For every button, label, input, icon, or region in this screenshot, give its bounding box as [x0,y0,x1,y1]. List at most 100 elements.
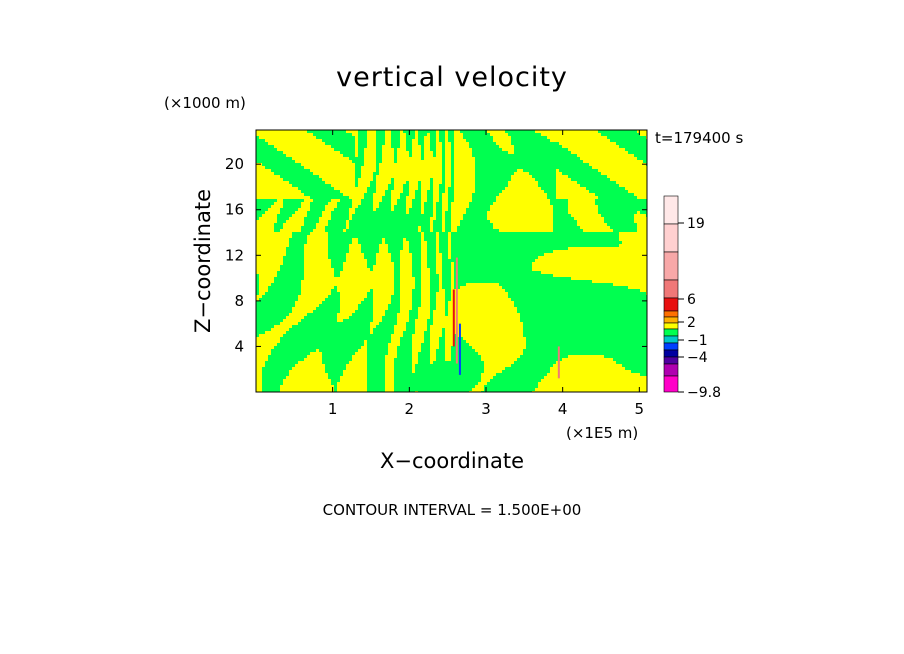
field-cell [628,196,631,199]
field-cell [307,223,310,226]
field-cell [565,217,568,220]
field-cell [541,229,544,232]
field-cell [577,145,580,148]
field-cell [487,241,490,244]
field-cell [265,145,268,148]
field-cell [496,172,499,175]
field-cell [541,184,544,187]
field-cell [505,193,508,196]
field-cell [628,139,631,142]
field-cell [358,175,361,178]
field-cell [574,160,577,163]
field-cell [613,220,616,223]
field-cell [286,157,289,160]
field-cell [472,190,475,193]
field-cell [301,217,304,220]
field-cell [463,148,466,151]
field-cell [433,229,436,232]
field-cell [331,193,334,196]
field-cell [466,181,469,184]
field-cell [283,154,286,157]
field-cell [583,166,586,169]
field-cell [295,178,298,181]
field-cell [616,196,619,199]
field-cell [361,172,364,175]
field-cell [559,202,562,205]
field-cell [343,226,346,229]
field-cell [436,133,439,136]
field-cell [466,169,469,172]
field-cell [340,229,343,232]
field-cell [487,229,490,232]
field-cell [424,217,427,220]
field-cell [538,238,541,241]
field-cell [514,172,517,175]
field-cell [319,226,322,229]
field-cell [547,211,550,214]
field-cell [286,175,289,178]
field-cell [631,202,634,205]
field-cell [352,235,355,238]
field-cell [643,235,646,238]
field-cell [355,226,358,229]
field-cell [316,154,319,157]
field-cell [634,139,637,142]
field-cell [322,226,325,229]
field-cell [277,139,280,142]
field-cell [577,232,580,235]
field-cell [547,187,550,190]
field-cell [325,193,328,196]
field-cell [604,160,607,163]
field-cell [634,202,637,205]
field-cell [355,136,358,139]
field-cell [502,166,505,169]
field-cell [448,133,451,136]
field-cell [268,211,271,214]
field-cell [619,181,622,184]
field-cell [289,187,292,190]
field-cell [403,199,406,202]
field-cell [499,196,502,199]
field-cell [595,175,598,178]
field-cell [355,178,358,181]
field-cell [427,178,430,181]
field-cell [310,157,313,160]
field-cell [628,145,631,148]
field-cell [526,139,529,142]
field-cell [574,175,577,178]
field-cell [529,223,532,226]
field-cell [574,142,577,145]
field-cell [505,232,508,235]
field-cell [541,148,544,151]
field-cell [343,229,346,232]
field-cell [346,157,349,160]
field-cell [466,217,469,220]
field-cell [367,196,370,199]
field-cell [553,133,556,136]
field-cell [406,202,409,205]
field-cell [484,157,487,160]
field-cell [406,223,409,226]
field-cell [481,241,484,244]
field-cell [556,190,559,193]
field-cell [277,190,280,193]
field-cell [436,130,439,133]
field-cell [469,175,472,178]
field-cell [625,202,628,205]
field-cell [544,202,547,205]
field-cell [595,178,598,181]
field-cell [274,229,277,232]
field-cell [583,214,586,217]
field-cell [421,220,424,223]
field-cell [598,130,601,133]
field-cell [601,193,604,196]
field-cell [559,163,562,166]
field-cell [394,148,397,151]
field-cell [415,193,418,196]
field-cell [436,217,439,220]
field-cell [346,148,349,151]
field-cell [343,217,346,220]
field-cell [526,145,529,148]
field-cell [421,151,424,154]
field-cell [556,172,559,175]
